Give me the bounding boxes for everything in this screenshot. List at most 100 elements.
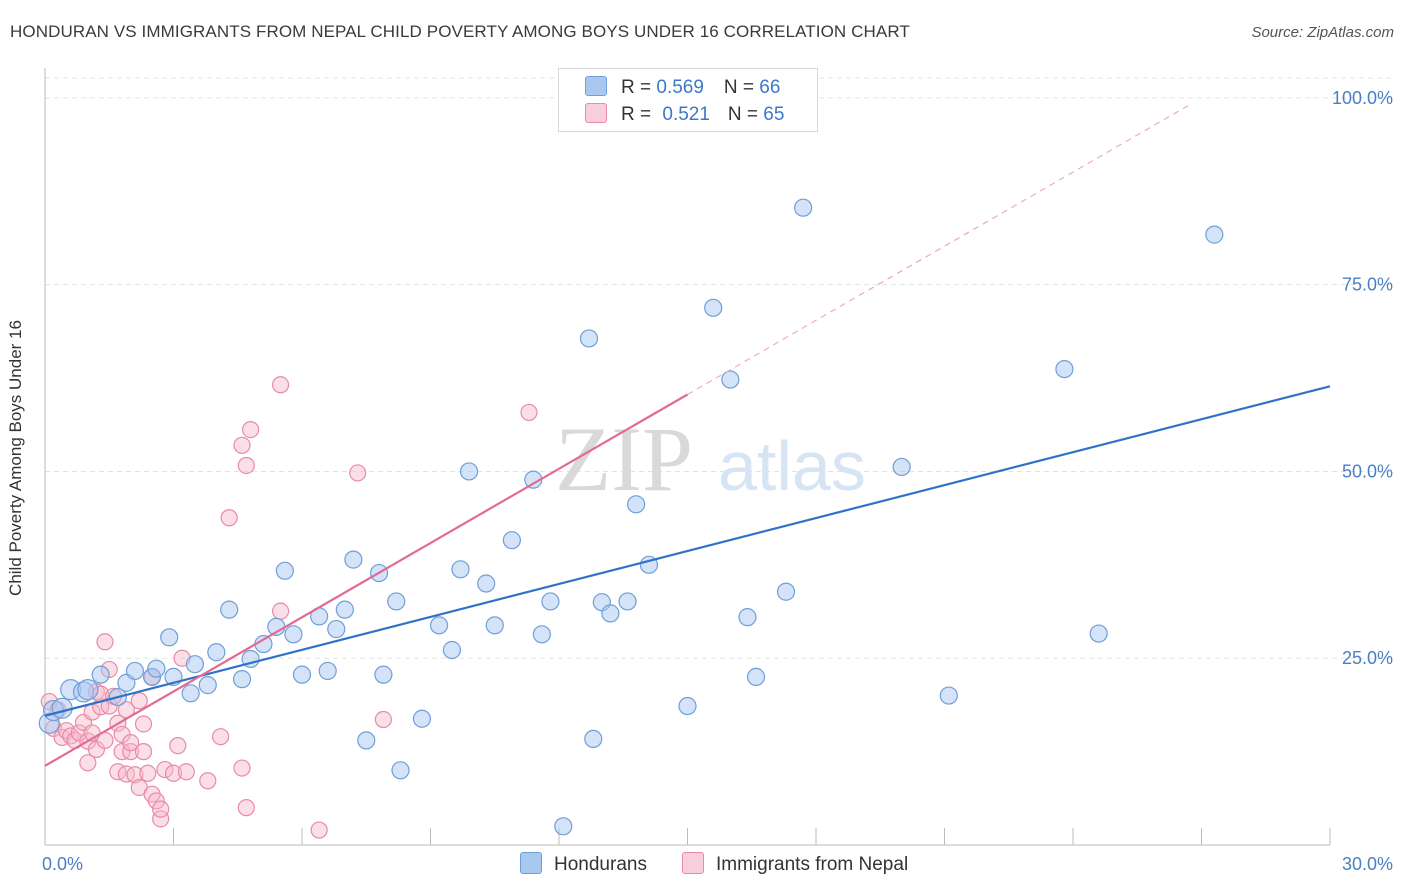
legend-n-value: 65 <box>763 104 785 125</box>
nepal-point <box>164 764 183 782</box>
honduran-point <box>601 604 620 623</box>
nepal-point <box>126 766 144 784</box>
nepal-point <box>177 763 195 781</box>
nepal-point <box>79 754 97 772</box>
honduran-point <box>1089 624 1108 643</box>
honduran-point <box>147 659 166 678</box>
legend-n-label: N = <box>723 77 760 98</box>
grid-lines <box>45 77 1392 659</box>
honduran-point <box>626 495 646 514</box>
nepal-point <box>237 456 255 475</box>
honduran-point <box>776 582 796 601</box>
honduran-point <box>459 462 479 481</box>
nepal-point <box>374 710 392 729</box>
nepal-point <box>310 821 328 839</box>
legend-r-value: 0.569 <box>656 77 704 98</box>
honduran-point <box>344 550 363 569</box>
honduran-point <box>579 329 599 348</box>
bottom-legend-swatch-hondurans <box>520 852 542 874</box>
honduran-point <box>220 600 239 619</box>
honduran-point <box>335 600 354 619</box>
nepal-points <box>40 376 538 839</box>
honduran-point <box>51 697 73 719</box>
honduran-point <box>357 731 376 750</box>
legend-swatch-hondurans <box>585 76 607 96</box>
watermark: ZIP atlas <box>555 408 866 510</box>
legend-row-nepal: R = 0.521 N = 65 <box>585 103 784 126</box>
nepal-point <box>220 509 238 527</box>
nepal-point <box>139 764 157 782</box>
nepal-point <box>199 772 217 790</box>
legend-n-label: N = <box>727 104 764 125</box>
honduran-point <box>160 628 179 647</box>
nepal-point <box>212 728 230 746</box>
honduran-point <box>721 370 740 389</box>
nepal-trend-extension <box>687 104 1189 396</box>
chart-title: HONDURAN VS IMMIGRANTS FROM NEPAL CHILD … <box>10 22 910 41</box>
watermark-atlas: atlas <box>718 427 866 505</box>
nepal-trend-line <box>44 393 689 767</box>
nepal-point <box>134 743 153 761</box>
honduran-point <box>387 592 406 611</box>
legend-n-value: 66 <box>759 77 781 98</box>
honduran-point <box>554 817 573 836</box>
source-label: Source: ZipAtlas.com <box>1251 24 1394 41</box>
honduran-point <box>618 592 637 611</box>
honduran-point <box>292 665 312 684</box>
honduran-point <box>318 661 337 681</box>
honduran-point <box>939 686 958 705</box>
bottom-legend-label-hondurans: Hondurans <box>554 854 647 875</box>
bottom-legend-swatch-nepal <box>682 852 704 874</box>
honduran-trend-line <box>44 385 1331 717</box>
bottom-legend-nepal: Immigrants from Nepal <box>682 852 908 876</box>
legend-r-label: R = <box>621 104 657 125</box>
axes <box>44 68 1331 846</box>
y-tick-label: 25.0% <box>1342 648 1393 668</box>
honduran-point <box>185 655 205 674</box>
nepal-point <box>122 743 140 761</box>
nepal-point <box>134 715 153 733</box>
nepal-point <box>349 464 367 482</box>
honduran-point <box>1205 225 1224 244</box>
nepal-point <box>130 692 148 710</box>
honduran-point <box>391 761 410 780</box>
nepal-point <box>271 376 290 394</box>
honduran-point <box>892 457 911 477</box>
nepal-point <box>233 436 251 454</box>
tick-labels: 25.0% 50.0% 75.0% 100.0% 0.0% 30.0% <box>42 88 1393 874</box>
honduran-point <box>451 560 470 579</box>
honduran-point <box>1055 359 1074 379</box>
honduran-point <box>207 643 226 662</box>
nepal-point <box>122 734 140 752</box>
nepal-point <box>237 799 255 817</box>
honduran-point <box>232 670 252 689</box>
honduran-point <box>275 561 294 580</box>
trend-lines <box>44 104 1331 767</box>
legend: R = 0.569 N = 66 R = 0.521 N = 65 <box>558 68 818 132</box>
nepal-point <box>147 792 165 810</box>
honduran-point <box>794 198 813 217</box>
legend-r-value: 0.521 <box>662 104 710 125</box>
nepal-point <box>87 740 106 758</box>
x-tick-label: 30.0% <box>1342 854 1393 874</box>
y-tick-label: 75.0% <box>1342 275 1393 295</box>
nepal-point <box>156 760 174 779</box>
honduran-point <box>485 616 504 635</box>
honduran-point <box>477 574 496 593</box>
honduran-point <box>584 729 603 749</box>
honduran-point <box>704 298 723 317</box>
honduran-point <box>678 696 697 716</box>
nepal-point <box>242 421 260 439</box>
honduran-point <box>541 592 560 611</box>
honduran-point <box>412 709 432 728</box>
x-tick-label: 0.0% <box>42 854 83 874</box>
honduran-point <box>429 616 449 635</box>
honduran-point <box>738 608 757 627</box>
honduran-point <box>181 684 200 703</box>
honduran-point <box>284 625 303 644</box>
nepal-point <box>233 759 251 777</box>
nepal-point <box>520 403 538 422</box>
legend-row-hondurans: R = 0.569 N = 66 <box>585 76 780 99</box>
legend-r-label: R = <box>621 77 657 98</box>
